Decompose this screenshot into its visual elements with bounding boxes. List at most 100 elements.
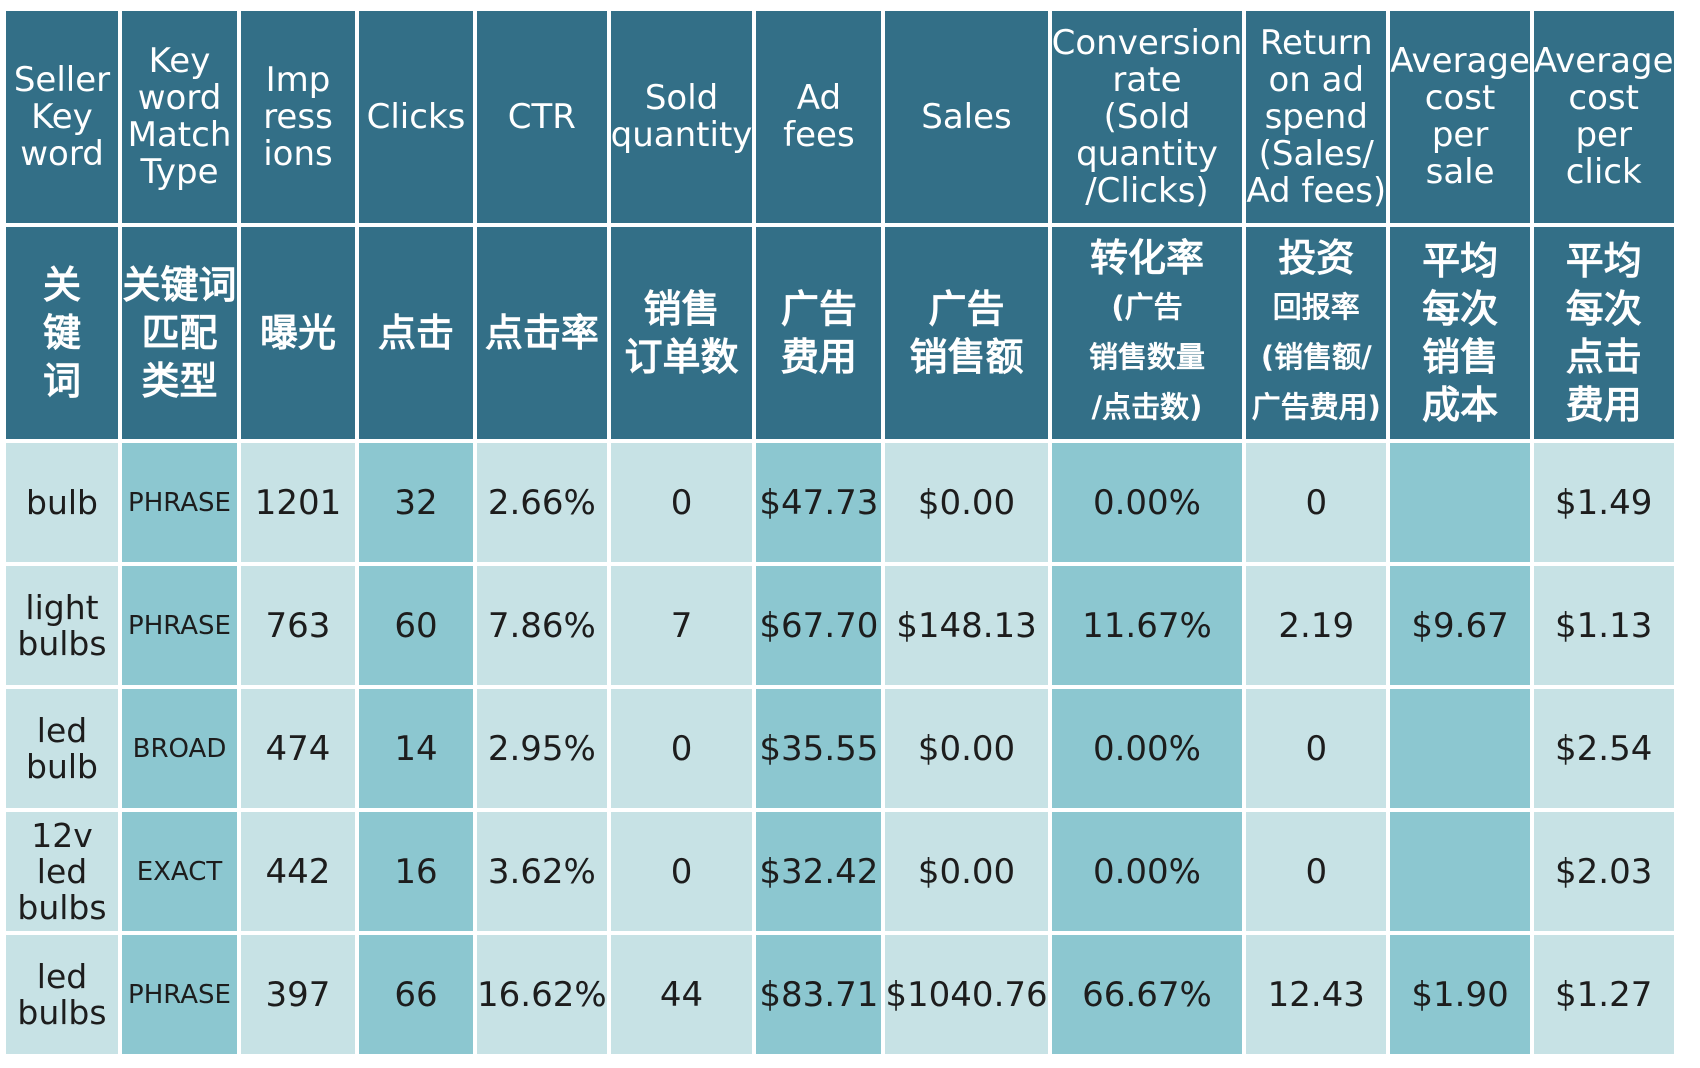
header-zh-sold: 销售 订单数 [610, 227, 753, 439]
cell-conversion: 0.00% [1051, 812, 1243, 931]
table-row: 12v led bulbs EXACT 442 16 3.62% 0 $32.42 $0.00… [6, 812, 1674, 931]
header-zh-keyword: 关 键 词 [6, 227, 118, 439]
header-zh-impressions: 曝光 [241, 227, 355, 439]
cell-impressions: 763 [241, 566, 355, 685]
cell-roas: 2.19 [1246, 566, 1387, 685]
table-row: light bulbs PHRASE 763 60 7.86% 7 $67.70 $148.1… [6, 566, 1674, 685]
cell-roas: 0 [1246, 443, 1387, 562]
cell-match: BROAD [122, 689, 237, 808]
header-en-label: Key word Match Type [127, 41, 232, 192]
cell-sales: $0.00 [885, 812, 1048, 931]
cell-adfees: $47.73 [756, 443, 882, 562]
cell-impressions: 1201 [241, 443, 355, 562]
cell-cpc: $2.03 [1533, 812, 1674, 931]
header-en-label: Sales [921, 96, 1012, 137]
cell-impressions: 442 [241, 812, 355, 931]
cell-match: PHRASE [122, 935, 237, 1054]
header-en-conversion: Conversion rate (Sold quantity /Clicks) [1051, 11, 1243, 223]
cell-adfees: $67.70 [756, 566, 882, 685]
header-en-match: Key word Match Type [122, 11, 237, 223]
cell-adfees: $35.55 [756, 689, 882, 808]
cell-sold: 0 [610, 689, 753, 808]
header-en-impressions: Imp ress ions [241, 11, 355, 223]
cell-clicks: 14 [359, 689, 473, 808]
header-en-label: Conversion rate (Sold quantity /Clicks) [1051, 22, 1243, 211]
keyword-performance-table: Seller Key word Key word Match Type Imp re… [2, 7, 1678, 1058]
header-en-clicks: Clicks [359, 11, 473, 223]
header-zh-sales: 广告 销售额 [885, 227, 1048, 439]
header-zh-label: 销售 订单数 [624, 287, 739, 379]
cell-cpc: $1.27 [1533, 935, 1674, 1054]
header-zh-label: 平均 每次 销售 成本 [1422, 239, 1499, 427]
cell-sold: 0 [610, 443, 753, 562]
header-zh-clicks: 点击 [359, 227, 473, 439]
cell-ctr: 2.95% [477, 689, 607, 808]
table-row: led bulbs PHRASE 397 66 16.62% 44 $83.71 $1040.… [6, 935, 1674, 1054]
cell-conversion: 0.00% [1051, 443, 1243, 562]
header-en-label: CTR [507, 96, 576, 137]
header-en-sales: Sales [885, 11, 1048, 223]
header-en-label: Sold quantity [610, 78, 753, 155]
cell-roas: 0 [1246, 689, 1387, 808]
cell-keyword: led bulbs [6, 935, 118, 1054]
cell-keyword: bulb [6, 443, 118, 562]
cell-match: PHRASE [122, 566, 237, 685]
header-zh-cps: 平均 每次 销售 成本 [1390, 227, 1530, 439]
cell-sold: 7 [610, 566, 753, 685]
header-zh-adfees: 广告 费用 [756, 227, 882, 439]
header-en-label: Return on ad spend (Sales/ Ad fees) [1246, 22, 1387, 211]
header-zh-label: 曝光 [259, 311, 336, 355]
cell-ctr: 3.62% [477, 812, 607, 931]
cell-cps [1390, 689, 1530, 808]
header-zh-conversion: 转化率 (广告 销售数量/点击数) [1051, 227, 1243, 439]
cell-ctr: 16.62% [477, 935, 607, 1054]
cell-cps [1390, 443, 1530, 562]
cell-roas: 12.43 [1246, 935, 1387, 1054]
header-zh-label: 投资 回报率 (销售额/广告费用) [1251, 236, 1381, 424]
cell-ctr: 2.66% [477, 443, 607, 562]
cell-keyword: light bulbs [6, 566, 118, 685]
cell-cps [1390, 812, 1530, 931]
header-zh-label: 关 键 词 [42, 263, 81, 403]
cell-sales: $148.13 [885, 566, 1048, 685]
cell-sold: 0 [610, 812, 753, 931]
header-zh-cpc: 平均 每次 点击 费用 [1533, 227, 1674, 439]
cell-roas: 0 [1246, 812, 1387, 931]
header-zh-label: 转化率 (广告 销售数量/点击数) [1088, 236, 1205, 424]
cell-keyword: led bulb [6, 689, 118, 808]
header-en-cpc: Average cost per click [1533, 11, 1674, 223]
cell-sold: 44 [610, 935, 753, 1054]
header-zh-label: 平均 每次 点击 费用 [1565, 239, 1642, 427]
header-en-adfees: Ad fees [756, 11, 882, 223]
cell-keyword: 12v led bulbs [6, 812, 118, 931]
header-zh-label: 点击 [377, 311, 454, 355]
header-zh-label: 关键词 匹配 类型 [122, 263, 237, 403]
cell-adfees: $32.42 [756, 812, 882, 931]
cell-cps: $1.90 [1390, 935, 1530, 1054]
cell-conversion: 66.67% [1051, 935, 1243, 1054]
header-en-label: Seller Key word [13, 59, 111, 174]
header-en-roas: Return on ad spend (Sales/ Ad fees) [1246, 11, 1387, 223]
header-row-english: Seller Key word Key word Match Type Imp re… [6, 11, 1674, 223]
header-en-label: Average cost per sale [1390, 41, 1530, 192]
header-en-label: Clicks [366, 96, 466, 137]
header-zh-label: 广告 销售额 [909, 287, 1024, 379]
cell-conversion: 0.00% [1051, 689, 1243, 808]
header-zh-match: 关键词 匹配 类型 [122, 227, 237, 439]
header-en-sold: Sold quantity [610, 11, 753, 223]
table-row: led bulb BROAD 474 14 2.95% 0 $35.55 $0.00 0.00%… [6, 689, 1674, 808]
cell-conversion: 11.67% [1051, 566, 1243, 685]
cell-cpc: $1.13 [1533, 566, 1674, 685]
header-en-label: Average cost per click [1533, 41, 1674, 192]
cell-clicks: 66 [359, 935, 473, 1054]
cell-match: PHRASE [122, 443, 237, 562]
cell-clicks: 16 [359, 812, 473, 931]
cell-impressions: 397 [241, 935, 355, 1054]
header-zh-label: 广告 费用 [780, 287, 857, 379]
header-zh-roas: 投资 回报率 (销售额/广告费用) [1246, 227, 1387, 439]
cell-sales: $0.00 [885, 443, 1048, 562]
header-en-ctr: CTR [477, 11, 607, 223]
cell-impressions: 474 [241, 689, 355, 808]
cell-sales: $1040.76 [885, 935, 1048, 1054]
